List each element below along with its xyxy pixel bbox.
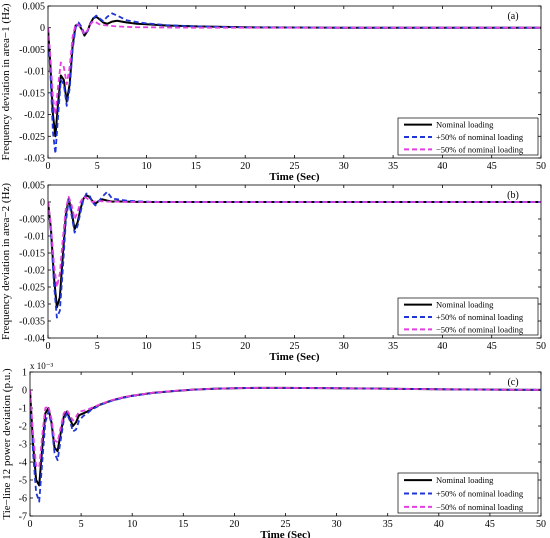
x-tick-label: 35 — [388, 161, 398, 172]
chart-panel-1: 0 5 10 15 20 25 30 35 40 45 50 0.005 0 -0.005 -0.01 -0.… — [0, 2, 546, 184]
x-tick-label: 10 — [142, 341, 152, 352]
x-tick-label: 10 — [127, 519, 137, 530]
y-tick-label: -0.01 — [24, 67, 45, 78]
y-tick-label: -0.025 — [19, 132, 45, 143]
legend-label-3: −50% of nominal loading — [436, 144, 524, 154]
y-tick-label: -0.02 — [24, 266, 45, 277]
x-axis-label: Time (Sec) — [269, 171, 320, 183]
x-tick-label: 25 — [290, 341, 300, 352]
x-tick-label: 50 — [536, 341, 546, 352]
x-tick-label: 50 — [536, 519, 546, 530]
y-axis-label: Frequency deviation in area−2 (Hz) — [0, 183, 12, 340]
panel-label: (c) — [507, 377, 518, 388]
legend-label-1: Nominal loading — [436, 120, 494, 130]
y-tick-label: 0.005 — [23, 2, 46, 13]
series-line-3 — [48, 20, 541, 116]
y-tick-label: -0.005 — [19, 215, 45, 226]
x-tick-label: 45 — [485, 519, 495, 530]
x-tick-label: 40 — [434, 519, 444, 530]
x-tick-label: 20 — [229, 519, 239, 530]
plot-frame — [47, 5, 542, 159]
y-tick-label: -2 — [19, 422, 27, 433]
y-tick-label: -4 — [19, 458, 27, 469]
x-tick-label: 15 — [191, 161, 201, 172]
y-tick-label: -0.005 — [19, 45, 45, 56]
x-tick-label: 30 — [339, 161, 349, 172]
y-tick-label: -0.025 — [19, 283, 45, 294]
y-tick-label: -0.03 — [24, 154, 45, 165]
chart-panel-3: 0 5 10 15 20 25 30 35 40 45 5010-1-2-3-4-5-6-7(c)x… — [1, 361, 546, 538]
x-tick-label: 30 — [332, 519, 342, 530]
chart-panel-2: 0 5 10 15 20 25 30 35 40 45 50 0.005 0 -0.005 -0.01 -0.… — [0, 181, 546, 364]
series-line-2 — [48, 12, 541, 155]
legend-label-3: −50% of nominal loading — [436, 324, 524, 334]
x-axis-label: Time (Sec) — [269, 351, 320, 363]
x-tick-label: 50 — [536, 161, 546, 172]
series-line-3 — [48, 196, 541, 288]
x-tick-label: 45 — [487, 341, 497, 352]
y-tick-label: -0.04 — [24, 334, 45, 345]
x-tick-label: 25 — [281, 519, 291, 530]
series-line-3 — [30, 386, 541, 469]
y-axis-label: Frequency deviation in area−1 (Hz) — [0, 3, 12, 160]
legend-label-1: Nominal loading — [436, 475, 494, 485]
legend: Nominal loading +50% of nominal loading −5… — [397, 117, 539, 156]
x-tick-label: 15 — [178, 519, 188, 530]
x-tick-label: 0 — [46, 161, 51, 172]
x-tick-label: 0 — [46, 341, 51, 352]
x-tick-label: 30 — [339, 341, 349, 352]
y-axis-label: Tie−line 12 power deviation (p.u.) — [1, 368, 13, 520]
y-tick-label: -0.015 — [19, 88, 45, 99]
x-axis-label: Time (Sec) — [260, 529, 311, 538]
legend: Nominal loading +50% of nominal loading −5… — [397, 297, 539, 336]
x-tick-label: 0 — [28, 519, 33, 530]
y-tick-label: -0.015 — [19, 249, 45, 260]
panel-label: (a) — [507, 11, 518, 22]
panel-label: (b) — [507, 190, 519, 201]
y-tick-label: -5 — [19, 476, 27, 487]
legend-label-3: −50% of nominal loading — [436, 502, 524, 512]
x-tick-label: 20 — [240, 341, 250, 352]
series-line-1 — [48, 15, 541, 138]
y-tick-label: -0.03 — [24, 300, 45, 311]
x-tick-label: 10 — [142, 161, 152, 172]
x-tick-label: 5 — [95, 341, 100, 352]
legend-label-2: +50% of nominal loading — [436, 489, 524, 499]
y-tick-label: -7 — [19, 512, 27, 523]
x-tick-label: 45 — [487, 161, 497, 172]
y-tick-label: -0.035 — [19, 317, 45, 328]
axis-multiplier: x 10⁻³ — [30, 361, 54, 371]
plot-frame — [47, 184, 542, 339]
legend-label-2: +50% of nominal loading — [436, 312, 524, 322]
x-tick-label: 35 — [383, 519, 393, 530]
x-tick-label: 35 — [388, 341, 398, 352]
y-tick-label: 1 — [22, 368, 27, 379]
x-tick-label: 5 — [79, 519, 84, 530]
legend-label-1: Nominal loading — [436, 300, 494, 310]
legend: Nominal loading +50% of nominal loading −5… — [397, 472, 539, 514]
y-tick-label: -3 — [19, 440, 27, 451]
y-tick-label: 0 — [22, 386, 27, 397]
x-tick-label: 25 — [290, 161, 300, 172]
y-tick-label: 0.005 — [23, 181, 46, 192]
legend-label-2: +50% of nominal loading — [436, 132, 524, 142]
y-tick-label: -6 — [19, 494, 27, 505]
y-tick-label: 0 — [40, 23, 45, 34]
x-tick-label: 15 — [191, 341, 201, 352]
y-tick-label: -0.01 — [24, 232, 45, 243]
y-tick-label: -0.02 — [24, 110, 45, 121]
y-tick-label: -1 — [19, 404, 27, 415]
y-tick-label: 0 — [40, 198, 45, 209]
plot-frame — [29, 371, 542, 517]
x-tick-label: 40 — [437, 161, 447, 172]
x-tick-label: 5 — [95, 161, 100, 172]
x-tick-label: 40 — [437, 341, 447, 352]
x-tick-label: 20 — [240, 161, 250, 172]
